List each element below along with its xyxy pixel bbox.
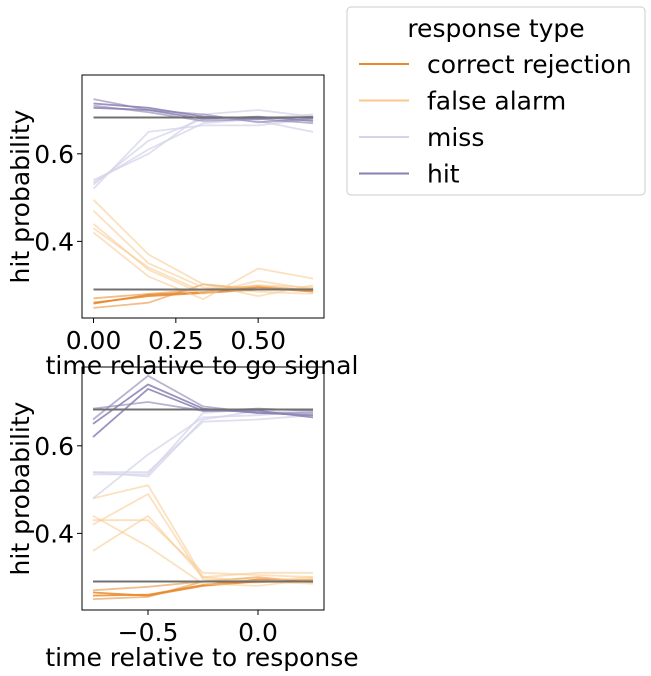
series-line-miss-12 — [92, 409, 314, 478]
x-tick-label: 0.0 — [238, 618, 278, 647]
legend-title: response type — [407, 14, 584, 43]
series-line-false-alarm-4 — [92, 199, 314, 298]
legend-label: correct rejection — [427, 50, 632, 79]
x-tick-label: 0.50 — [230, 326, 286, 355]
legend-label: false alarm — [427, 87, 566, 116]
legend-item-false-alarm: false alarm — [359, 87, 566, 116]
series-line-false-alarm-6 — [92, 231, 314, 301]
legend-item-correct-rejection: correct rejection — [359, 50, 632, 79]
x-tick-label: 0.00 — [66, 326, 122, 355]
x-tick-label: −0.5 — [118, 618, 179, 647]
plot-area — [92, 374, 314, 600]
series-line-miss-9 — [92, 117, 314, 186]
x-tick-label: 0.25 — [148, 326, 204, 355]
series-line-false-alarm-7 — [92, 515, 313, 579]
series-line-miss-11 — [92, 117, 314, 190]
y-tick-label: 0.6 — [34, 432, 74, 461]
series-line-miss-11 — [92, 409, 314, 500]
y-axis-label: hit probability — [6, 401, 35, 575]
plot-area — [92, 98, 314, 309]
axes-frame — [81, 366, 325, 611]
series-line-false-alarm-6 — [92, 515, 314, 587]
series-line-false-alarm-8 — [92, 227, 314, 293]
y-axis-label: hit probability — [6, 109, 35, 283]
legend-label: miss — [427, 123, 484, 152]
legend: response type correct rejection false ala… — [346, 6, 646, 196]
chart-panel-2: −0.5 0.0 0.4 0.6 time relative to response hi… — [6, 366, 359, 672]
x-axis-label: time relative to go signal — [46, 351, 359, 380]
series-line-hit-16 — [93, 104, 314, 125]
chart-panel-1: 0.00 0.25 0.50 0.4 0.6 time relative to go si… — [6, 74, 359, 380]
series-line-false-alarm-5 — [93, 519, 314, 579]
y-tick-label: 0.6 — [34, 140, 74, 169]
series-line-false-alarm-7 — [92, 210, 314, 295]
y-tick-label: 0.4 — [34, 227, 74, 256]
series-line-miss-9 — [93, 414, 314, 474]
legend-item-hit: hit — [359, 160, 460, 189]
y-tick-label: 0.4 — [34, 519, 74, 548]
series-line-false-alarm-8 — [92, 493, 314, 585]
legend-item-miss: miss — [359, 123, 484, 152]
legend-label: hit — [427, 160, 460, 189]
legend-frame — [346, 6, 646, 196]
series-line-hit-15 — [92, 374, 313, 421]
x-axis-label: time relative to response — [45, 643, 358, 672]
axes-frame — [81, 74, 325, 319]
